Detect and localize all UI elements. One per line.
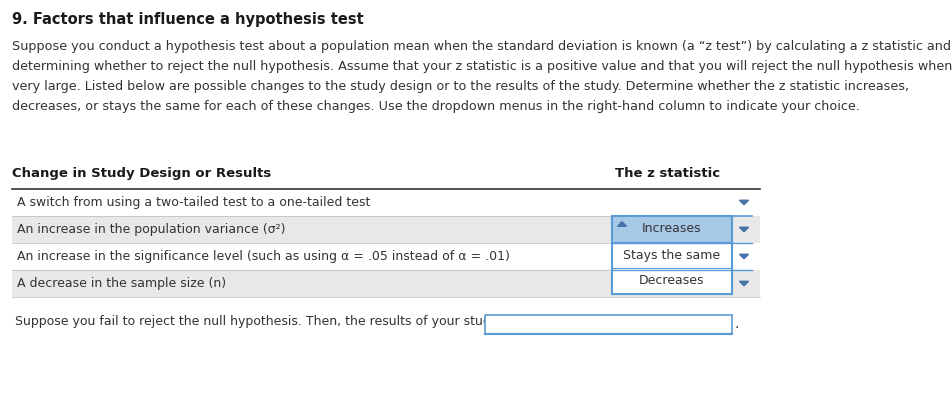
Text: Change in Study Design or Results: Change in Study Design or Results bbox=[12, 167, 271, 180]
Bar bbox=[612, 216, 732, 294]
Text: .: . bbox=[735, 318, 740, 332]
Text: Suppose you conduct a hypothesis test about a population mean when the standard : Suppose you conduct a hypothesis test ab… bbox=[12, 40, 951, 53]
Text: The z statistic: The z statistic bbox=[615, 167, 720, 180]
Text: Stays the same: Stays the same bbox=[624, 248, 721, 262]
Text: A switch from using a two-tailed test to a one-tailed test: A switch from using a two-tailed test to… bbox=[17, 196, 370, 209]
Polygon shape bbox=[740, 200, 748, 205]
Bar bbox=[12, 270, 760, 297]
Text: 9. Factors that influence a hypothesis test: 9. Factors that influence a hypothesis t… bbox=[12, 12, 364, 27]
Text: decreases, or stays the same for each of these changes. Use the dropdown menus i: decreases, or stays the same for each of… bbox=[12, 100, 860, 113]
Text: determining whether to reject the null hypothesis. Assume that your z statistic : determining whether to reject the null h… bbox=[12, 60, 952, 73]
Bar bbox=[485, 315, 732, 334]
Polygon shape bbox=[740, 281, 748, 286]
Text: An increase in the significance level (such as using α = .05 instead of α = .01): An increase in the significance level (s… bbox=[17, 250, 510, 263]
Polygon shape bbox=[740, 254, 748, 259]
Text: Suppose you fail to reject the null hypothesis. Then, the results of your study : Suppose you fail to reject the null hypo… bbox=[15, 315, 523, 328]
Text: very large. Listed below are possible changes to the study design or to the resu: very large. Listed below are possible ch… bbox=[12, 80, 909, 93]
Text: Decreases: Decreases bbox=[639, 274, 704, 288]
Bar bbox=[612, 216, 732, 242]
Polygon shape bbox=[740, 227, 748, 232]
Text: Increases: Increases bbox=[643, 222, 702, 236]
Text: An increase in the population variance (σ²): An increase in the population variance (… bbox=[17, 223, 286, 236]
Bar bbox=[612, 216, 732, 294]
Text: A decrease in the sample size (n): A decrease in the sample size (n) bbox=[17, 277, 227, 290]
Bar bbox=[12, 216, 760, 243]
Polygon shape bbox=[618, 222, 626, 226]
Bar bbox=[12, 243, 760, 270]
Bar bbox=[12, 189, 760, 216]
